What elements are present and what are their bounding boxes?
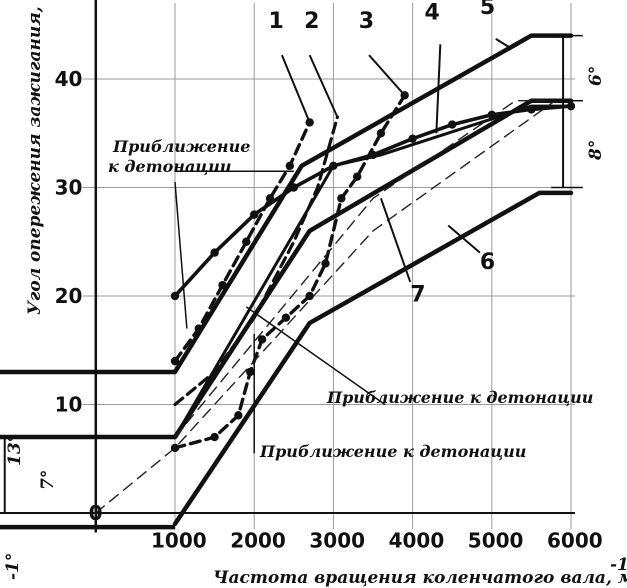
- annotation-detonation-mid: Приближение к детонации: [326, 388, 593, 407]
- data-point-s3-4: [257, 335, 267, 344]
- data-point-s1-4: [265, 194, 275, 203]
- curve-leader-6: [447, 224, 481, 254]
- curve-label-3: 3: [359, 9, 374, 34]
- annotation-detonation-top-1: Приближение: [112, 137, 250, 156]
- chart-labels: 1 2 3 4 5 6 7: [268, 0, 513, 307]
- data-point-s3-9: [352, 172, 362, 181]
- dim-label-6: 6°: [586, 66, 606, 86]
- y-tick-label-40: 40: [55, 67, 83, 91]
- data-point-s3-10: [376, 129, 386, 138]
- chart-markers: [170, 91, 576, 453]
- series-line-aux-9: [95, 100, 556, 514]
- curve-leader-2: [308, 54, 339, 118]
- data-point-s3-8: [337, 194, 346, 203]
- dimension-annotations: [3, 34, 583, 513]
- series-line-2: [173, 115, 339, 407]
- series-line-6: [172, 190, 574, 527]
- curve-label-2: 2: [304, 9, 319, 34]
- data-point-s1-1: [194, 324, 203, 333]
- chart-grid: [82, 3, 575, 530]
- series-line-aux-7: [173, 104, 573, 439]
- leader-top-down: [174, 182, 188, 329]
- data-point-s3-1: [210, 432, 219, 442]
- x-axis-label: Частота вращения коленчатого вала, мин: [213, 568, 627, 588]
- series-line-aux-8: [174, 100, 572, 438]
- annotation-detonation-bottom: Приближение к детонации: [259, 442, 526, 461]
- data-point-s3-7: [321, 259, 330, 268]
- data-point-s3-3: [246, 367, 255, 377]
- x-tick-label-4000: 4000: [389, 529, 445, 553]
- data-point-s3-6: [305, 291, 314, 301]
- data-point-s4-10: [566, 101, 576, 111]
- x-axis-label-sup: -1: [610, 555, 627, 575]
- x-tick-label-5000: 5000: [468, 529, 524, 553]
- y-axis-label: Угол опережения зажигания, гр: [25, 0, 45, 315]
- curve-label-4: 4: [424, 0, 439, 25]
- curve-leader-4: [435, 44, 442, 134]
- curve-label-5: 5: [480, 0, 495, 20]
- data-point-s1-5: [285, 161, 295, 170]
- x-tick-label-3000: 3000: [309, 529, 365, 553]
- dim-label-neg1: -1°: [3, 553, 23, 580]
- data-point-s4-5: [368, 150, 378, 160]
- dim-label-13: 13°: [5, 434, 25, 466]
- leader-mid: [245, 306, 386, 406]
- curve-leader-7: [379, 198, 412, 283]
- data-point-s4-0: [170, 291, 180, 301]
- data-point-s1-2: [218, 280, 227, 290]
- curve-label-6: 6: [480, 250, 495, 275]
- dim-label-8: 8°: [586, 140, 606, 161]
- annotation-detonation-top-2: к детонации: [108, 157, 231, 176]
- data-point-s4-6: [408, 134, 417, 143]
- series-line-5: [172, 33, 574, 375]
- series-line-3: [173, 93, 407, 450]
- dim-label-7: 7°: [38, 470, 58, 490]
- data-point-s1-0: [170, 356, 180, 366]
- curve-label-1: 1: [268, 9, 283, 34]
- data-point-s1-3: [242, 237, 251, 246]
- x-tick-label-6000: 6000: [547, 529, 603, 553]
- y-tick-label-20: 20: [55, 284, 83, 308]
- curve-leader-3: [368, 54, 406, 96]
- data-point-s3-5: [281, 313, 291, 322]
- data-point-s4-4: [329, 161, 338, 170]
- data-point-s4-8: [487, 110, 496, 120]
- curve-leader-1: [280, 54, 311, 123]
- x-tick-label-1000: 1000: [151, 529, 207, 553]
- curve-label-7: 7: [410, 282, 425, 307]
- series-line-4: [173, 104, 573, 298]
- curve-leader-5: [495, 38, 513, 50]
- x-tick-label-2000: 2000: [230, 529, 286, 553]
- data-point-s4-2: [250, 210, 259, 219]
- data-point-s1-6: [305, 118, 314, 127]
- data-point-s4-7: [448, 120, 457, 129]
- data-point-s4-3: [289, 183, 298, 192]
- data-point-s3-0: [170, 443, 180, 453]
- data-point-s4-1: [210, 248, 219, 257]
- y-tick-label-30: 30: [55, 176, 83, 200]
- data-point-s4-9: [527, 105, 536, 114]
- y-tick-label-10: 10: [55, 393, 83, 417]
- data-point-s3-2: [234, 411, 243, 420]
